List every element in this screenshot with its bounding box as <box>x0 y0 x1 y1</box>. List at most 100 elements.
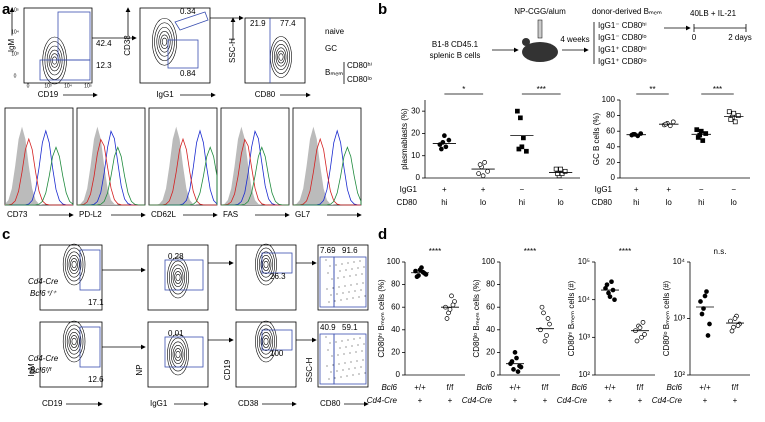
histogram-naive <box>149 126 217 205</box>
event <box>339 270 341 272</box>
dot <box>449 293 454 299</box>
event <box>338 363 340 365</box>
row-label: lo <box>558 198 565 207</box>
gate-value: 12.6 <box>88 375 104 384</box>
contour <box>255 243 277 286</box>
tick-label: 20 <box>411 129 420 138</box>
dot <box>639 334 644 340</box>
event <box>346 298 348 300</box>
dot <box>482 160 487 165</box>
row-label: + <box>448 396 453 405</box>
row-name: Bcl6 <box>476 383 492 392</box>
gate <box>319 333 335 385</box>
tick-label: 40 <box>606 142 615 151</box>
event <box>360 289 362 291</box>
event <box>362 282 364 284</box>
dot <box>446 137 452 143</box>
axis-label: CD80 <box>255 90 276 99</box>
row-name: Cd4-Cre <box>367 396 398 405</box>
event <box>353 261 355 263</box>
event <box>342 369 344 371</box>
event <box>340 376 342 378</box>
event <box>325 259 327 261</box>
dot <box>698 299 703 304</box>
dot <box>545 316 551 321</box>
dot <box>640 319 646 325</box>
row-label: f/f <box>637 383 644 392</box>
tick-label: 10⁵ <box>84 83 92 89</box>
significance: **** <box>619 247 631 256</box>
axis-label: CD19 <box>223 359 232 380</box>
event <box>339 347 341 349</box>
gate <box>319 256 335 308</box>
dot <box>515 369 521 374</box>
dot <box>442 133 447 139</box>
gate-value: 59.1 <box>342 323 358 332</box>
gate-value: 0.28 <box>168 252 184 261</box>
event <box>340 299 342 301</box>
dot <box>705 333 711 338</box>
contour <box>175 350 181 359</box>
tick-label: 10⁵ <box>11 7 19 13</box>
contour <box>156 26 173 57</box>
axis-label: IgG1 <box>156 90 174 99</box>
gate-value: 100 <box>270 349 284 358</box>
dot <box>735 323 741 328</box>
histogram-line <box>5 146 74 206</box>
event <box>329 265 331 267</box>
flow-plot <box>147 244 209 311</box>
event <box>346 375 348 377</box>
row-label: + <box>481 185 486 194</box>
row-label: lo <box>731 198 738 207</box>
histogram-line <box>77 146 146 206</box>
tick-label: 20 <box>606 158 615 167</box>
event <box>334 300 336 302</box>
contour <box>68 332 80 351</box>
event <box>335 341 337 343</box>
dot <box>728 318 733 324</box>
dot <box>518 364 524 370</box>
event <box>355 351 357 353</box>
event <box>355 274 357 276</box>
event <box>328 378 330 380</box>
tick-label: 80 <box>391 280 400 289</box>
dot <box>562 168 568 174</box>
dot <box>443 144 449 150</box>
event <box>361 350 363 352</box>
axis-label: IgG1 <box>150 399 168 408</box>
row-label: + <box>442 185 447 194</box>
row-label: + <box>543 396 548 405</box>
event <box>341 340 343 342</box>
tick-label: 20 <box>486 348 495 357</box>
mouse <box>522 42 558 62</box>
genotype: Cd4-Cre <box>28 277 59 286</box>
dot <box>667 123 673 129</box>
event <box>342 292 344 294</box>
genotype: Bcl6ᶠ/ᶠ <box>30 366 52 375</box>
legend-entry: Bₘₑₘ <box>325 68 343 77</box>
contour <box>50 53 59 68</box>
genotype: Bcl6⁺/⁺ <box>30 289 57 298</box>
tick-label: 10³ <box>11 51 19 57</box>
event <box>336 370 338 372</box>
row-label: − <box>699 185 704 194</box>
tick-label: 80 <box>486 280 495 289</box>
gate <box>164 336 204 368</box>
event <box>331 355 333 357</box>
row-label: f/f <box>542 383 549 392</box>
contour <box>62 320 86 363</box>
dot <box>521 135 526 141</box>
dot <box>731 324 736 330</box>
dot <box>476 171 481 176</box>
contour <box>263 260 269 269</box>
contour <box>66 328 82 355</box>
panel-label: c <box>2 226 10 243</box>
dot <box>480 173 486 179</box>
dot <box>642 332 647 337</box>
dot <box>447 307 453 312</box>
tick-label: 0 <box>396 370 401 379</box>
dot <box>735 113 741 118</box>
event <box>343 353 345 355</box>
contour <box>161 37 168 46</box>
event <box>360 366 362 368</box>
